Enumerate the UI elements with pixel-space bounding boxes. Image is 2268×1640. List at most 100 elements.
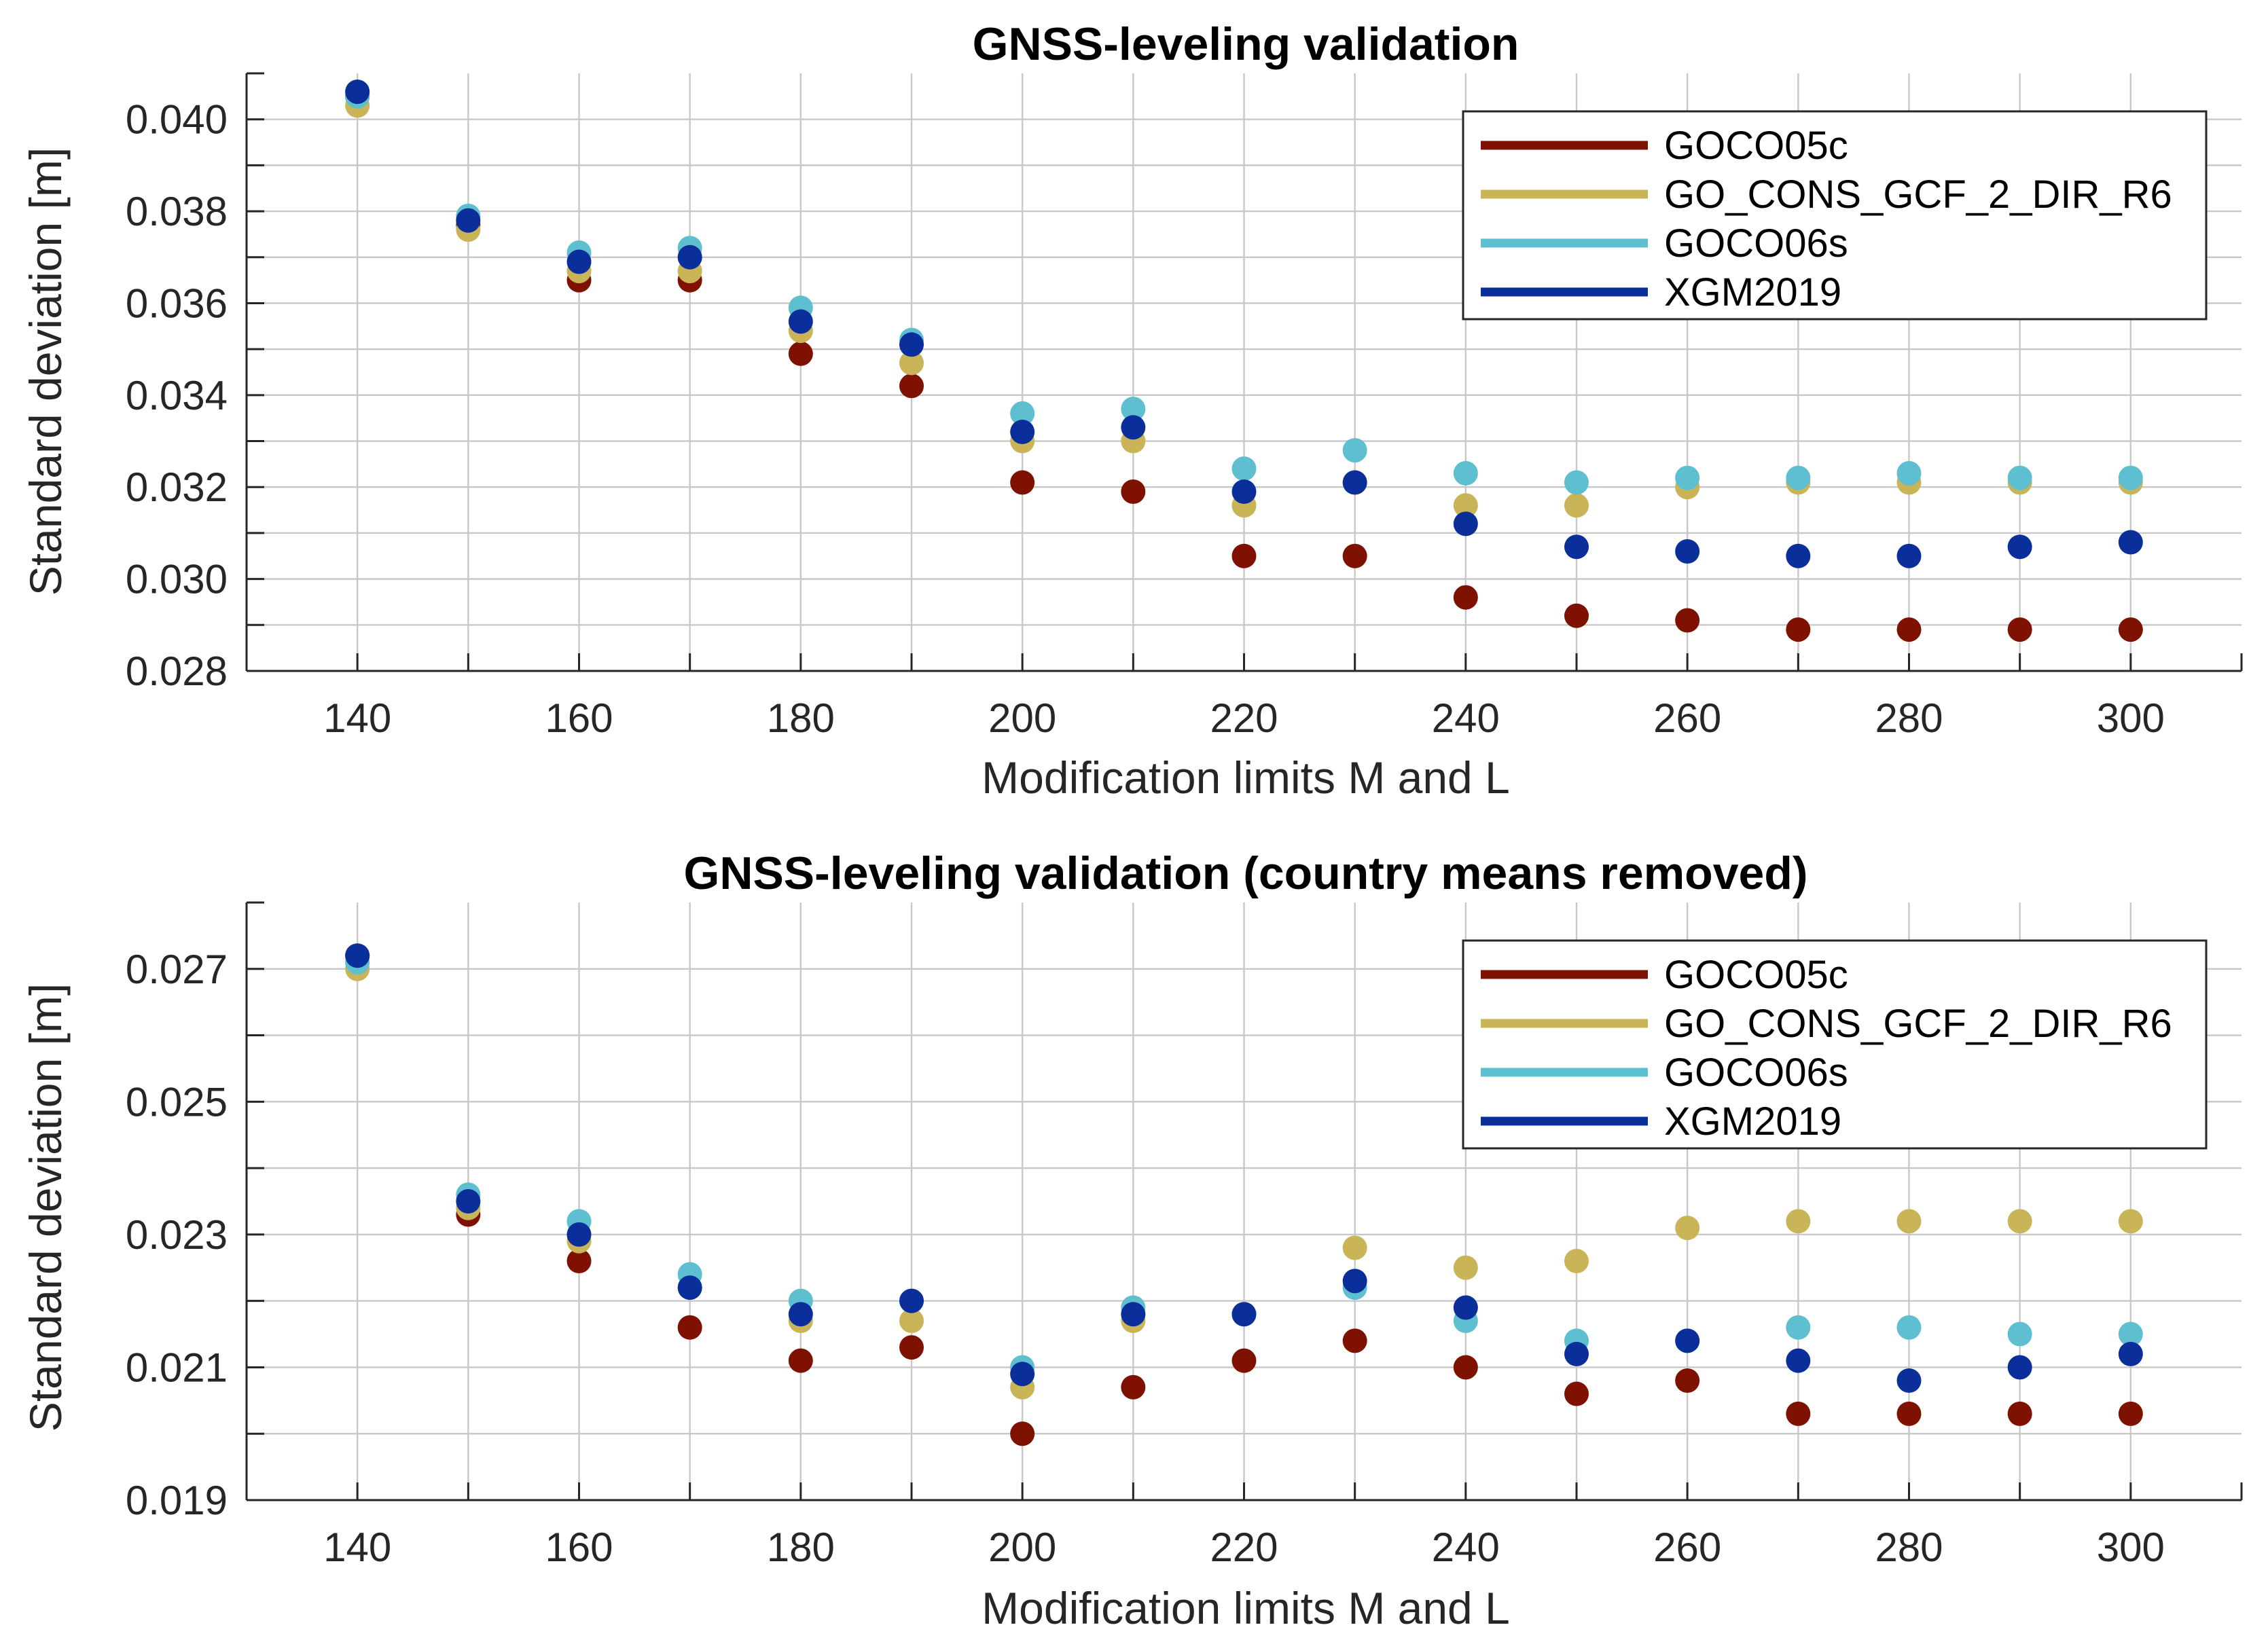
data-point-goco05c xyxy=(1231,1348,1257,1373)
y-tick-label: 0.023 xyxy=(126,1212,228,1258)
data-point-xgm2019 xyxy=(2007,534,2032,560)
data-point-xgm2019 xyxy=(566,1222,592,1247)
tick-marks xyxy=(245,901,2243,1501)
data-point-xgm2019 xyxy=(1896,1368,1922,1393)
y-tick-label: 0.028 xyxy=(126,649,228,694)
data-point-goco06s xyxy=(1786,465,1811,490)
data-point-xgm2019 xyxy=(1342,1269,1367,1294)
x-tick-label: 280 xyxy=(1875,695,1943,741)
x-tick-label: 140 xyxy=(323,1525,391,1570)
data-point-xgm2019 xyxy=(899,332,924,357)
data-point-goco05c xyxy=(1010,470,1035,495)
y-axis-label: Standard deviation [m] xyxy=(20,983,71,1432)
x-tick-label: 280 xyxy=(1875,1525,1943,1570)
x-tick-label: 300 xyxy=(2097,1525,2165,1570)
y-tick-label: 0.030 xyxy=(126,557,228,602)
legend: GOCO05cGO_CONS_GCF_2_DIR_R6GOCO06sXGM201… xyxy=(1462,110,2208,321)
data-point-xgm2019 xyxy=(1786,1348,1811,1373)
data-point-xgm2019 xyxy=(1564,534,1589,560)
data-point-goco05c xyxy=(1564,603,1589,628)
data-point-xgm2019 xyxy=(2118,1341,2143,1366)
x-tick-label: 220 xyxy=(1210,695,1278,741)
legend-label: GOCO05c xyxy=(1664,124,1848,168)
x-tick-label: 260 xyxy=(1653,695,1721,741)
data-point-goco05c xyxy=(2007,617,2032,642)
data-point-xgm2019 xyxy=(1564,1341,1589,1366)
data-point-goco05c xyxy=(1675,608,1700,633)
y-tick-label: 0.021 xyxy=(126,1345,228,1390)
data-point-xgm2019 xyxy=(1121,1302,1146,1327)
x-tick-label: 240 xyxy=(1432,695,1500,741)
data-point-goco05c xyxy=(1121,1374,1146,1400)
chart-gnss-leveling-validation-country-means-removed: GNSS-leveling validation (country means … xyxy=(20,848,2243,1633)
data-point-goco06s xyxy=(1896,460,1922,486)
tick-marks xyxy=(245,72,2243,672)
data-point-goco05c xyxy=(1010,1421,1035,1446)
data-point-goco06s xyxy=(1342,438,1367,463)
x-tick-label: 300 xyxy=(2097,695,2165,741)
data-point-goco05c xyxy=(1675,1368,1700,1393)
data-point-xgm2019 xyxy=(456,1189,481,1214)
x-tick-label: 200 xyxy=(988,695,1056,741)
data-point-xgm2019 xyxy=(677,1275,702,1300)
data-point-goco06s xyxy=(2118,465,2143,490)
data-point-xgm2019 xyxy=(1786,543,1811,568)
legend-label: XGM2019 xyxy=(1664,270,1841,314)
data-point-xgm2019 xyxy=(1342,470,1367,495)
data-point-goco05c xyxy=(2118,617,2143,642)
x-tick-label: 160 xyxy=(545,1525,613,1570)
data-point-goco06s xyxy=(1121,397,1146,422)
data-point-go-cons-gcf-2-dir-r6 xyxy=(899,350,924,376)
data-point-goco05c xyxy=(1786,1401,1811,1426)
data-point-go-cons-gcf-2-dir-r6 xyxy=(1675,1216,1700,1241)
data-point-goco06s xyxy=(1786,1315,1811,1340)
data-point-go-cons-gcf-2-dir-r6 xyxy=(2007,1209,2032,1234)
data-point-go-cons-gcf-2-dir-r6 xyxy=(1453,1255,1478,1280)
y-tick-label: 0.025 xyxy=(126,1079,228,1125)
series-xgm2019 xyxy=(345,79,2143,568)
data-point-go-cons-gcf-2-dir-r6 xyxy=(1564,1249,1589,1273)
y-tick-label: 0.032 xyxy=(126,464,228,510)
data-point-xgm2019 xyxy=(1896,543,1922,568)
data-point-xgm2019 xyxy=(456,208,481,233)
data-point-xgm2019 xyxy=(2118,530,2143,555)
data-point-xgm2019 xyxy=(345,943,370,968)
legend-label: GOCO06s xyxy=(1664,221,1848,266)
data-point-goco05c xyxy=(677,1315,702,1340)
data-point-xgm2019 xyxy=(788,1302,813,1327)
data-point-go-cons-gcf-2-dir-r6 xyxy=(1564,493,1589,518)
y-tick-label: 0.038 xyxy=(126,189,228,234)
x-tick-label: 200 xyxy=(988,1525,1056,1570)
data-point-goco05c xyxy=(1564,1381,1589,1406)
x-tick-label: 240 xyxy=(1432,1525,1500,1570)
data-point-go-cons-gcf-2-dir-r6 xyxy=(1342,1235,1367,1260)
data-point-go-cons-gcf-2-dir-r6 xyxy=(2118,1209,2143,1234)
grid xyxy=(247,903,2242,1500)
data-point-xgm2019 xyxy=(677,244,702,270)
data-point-xgm2019 xyxy=(1453,1295,1478,1320)
legend-label: GOCO06s xyxy=(1664,1051,1848,1095)
chart-title: GNSS-leveling validation xyxy=(973,18,1519,70)
legend-label: GO_CONS_GCF_2_DIR_R6 xyxy=(1664,1002,2172,1046)
y-tick-label: 0.036 xyxy=(126,280,228,326)
data-point-goco05c xyxy=(1231,543,1257,568)
data-point-goco05c xyxy=(1896,617,1922,642)
data-point-goco05c xyxy=(1121,479,1146,504)
data-point-xgm2019 xyxy=(345,79,370,105)
data-point-goco06s xyxy=(1010,401,1035,426)
chart-gnss-leveling-validation: GNSS-leveling validation Modification li… xyxy=(20,18,2243,803)
data-point-goco06s xyxy=(2007,465,2032,490)
data-point-go-cons-gcf-2-dir-r6 xyxy=(1786,1209,1811,1234)
data-point-go-cons-gcf-2-dir-r6 xyxy=(1896,1209,1922,1234)
data-point-xgm2019 xyxy=(1010,1362,1035,1387)
data-point-goco05c xyxy=(1896,1401,1922,1426)
data-point-goco06s xyxy=(1453,460,1478,486)
legend: GOCO05cGO_CONS_GCF_2_DIR_R6GOCO06sXGM201… xyxy=(1462,939,2208,1150)
data-point-goco05c xyxy=(2118,1401,2143,1426)
data-point-goco05c xyxy=(2007,1401,2032,1426)
x-tick-label: 160 xyxy=(545,695,613,741)
x-tick-label: 260 xyxy=(1653,1525,1721,1570)
data-point-goco05c xyxy=(788,341,813,366)
y-tick-label: 0.019 xyxy=(126,1478,228,1523)
